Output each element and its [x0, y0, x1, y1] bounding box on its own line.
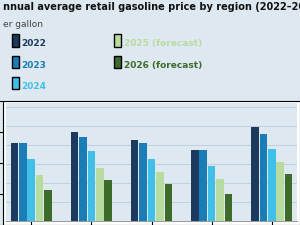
Bar	[44, 190, 52, 220]
Bar	[71, 132, 78, 220]
Bar	[96, 168, 103, 220]
Text: 2026 (forecast): 2026 (forecast)	[124, 61, 202, 70]
Bar	[260, 134, 267, 220]
Bar	[251, 127, 259, 220]
Bar	[131, 140, 139, 220]
Text: 2022: 2022	[22, 39, 46, 48]
Bar	[79, 137, 87, 220]
Text: nnual average retail gasoline price by region (2022–2026): nnual average retail gasoline price by r…	[3, 2, 300, 12]
Bar	[191, 150, 199, 220]
Bar	[19, 143, 27, 220]
Bar	[285, 174, 292, 220]
Text: 2023: 2023	[22, 61, 46, 70]
Bar	[148, 159, 155, 220]
Bar	[36, 175, 44, 220]
Bar	[200, 150, 207, 220]
Bar	[156, 172, 164, 220]
Bar	[139, 143, 147, 220]
Text: 2024: 2024	[22, 82, 46, 91]
Bar	[88, 151, 95, 220]
Text: er gallon: er gallon	[3, 20, 43, 29]
Bar	[276, 162, 284, 220]
Bar	[28, 159, 35, 220]
Bar	[225, 194, 232, 220]
Bar	[104, 180, 112, 220]
Text: 2025 (forecast): 2025 (forecast)	[124, 39, 202, 48]
Bar	[216, 179, 224, 220]
Bar	[164, 184, 172, 220]
Bar	[11, 143, 18, 220]
Bar	[208, 166, 215, 220]
Bar	[268, 149, 275, 220]
